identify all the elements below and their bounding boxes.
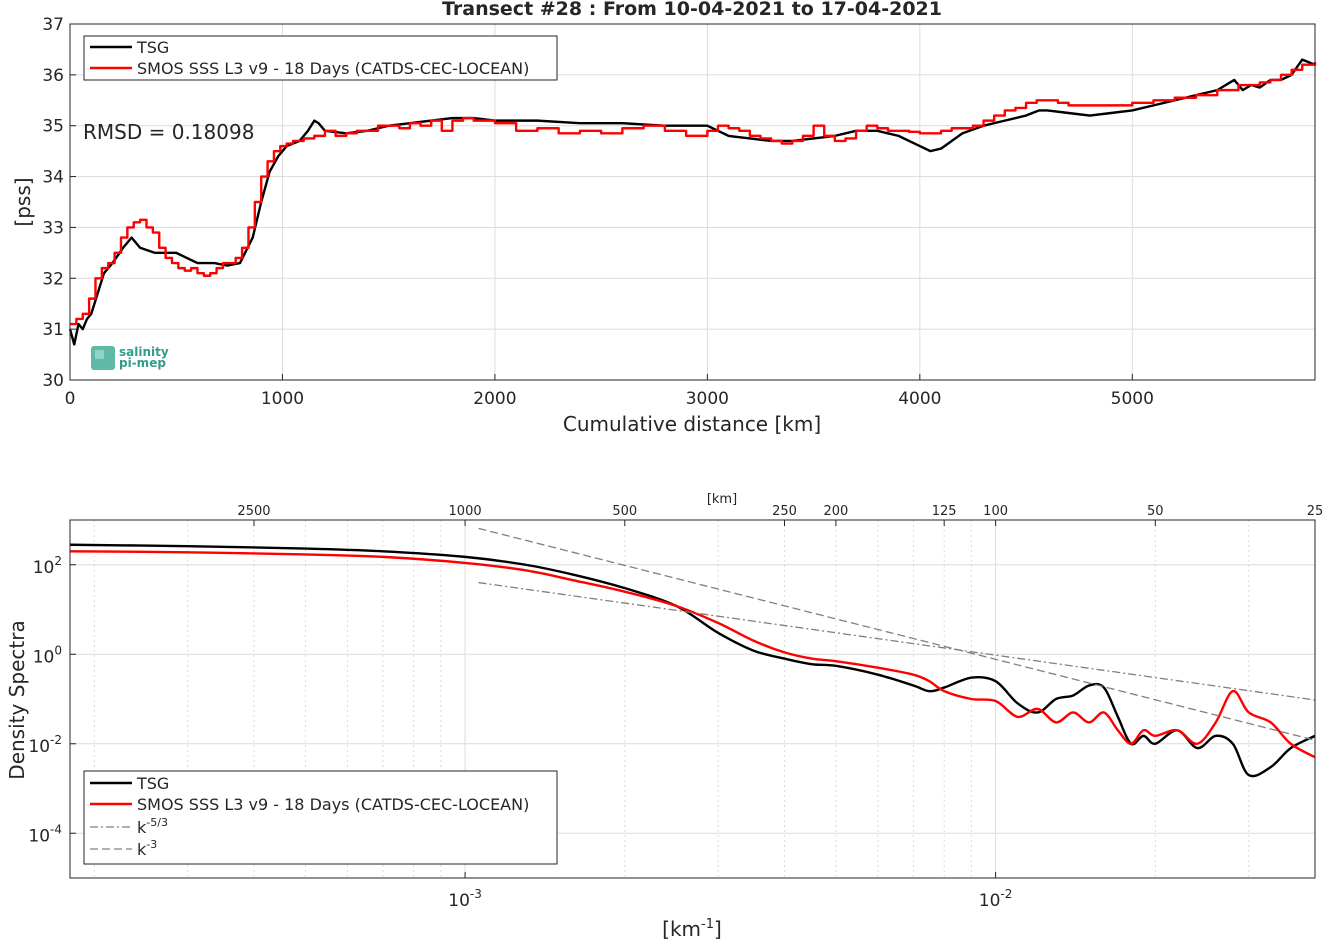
bottom-top-tick-label: 200 <box>823 504 848 519</box>
bottom-top-tick-label: 1000 <box>449 504 482 519</box>
top-y-tick-label: 33 <box>42 218 64 238</box>
top-legend: TSG SMOS SSS L3 v9 - 18 Days (CATDS-CEC-… <box>83 35 558 81</box>
top-plot-area <box>70 24 1315 380</box>
bottom-y-tick-label: 10-2 <box>28 733 62 757</box>
top-x-tick-label: 5000 <box>1111 389 1154 409</box>
bottom-legend: TSG SMOS SSS L3 v9 - 18 Days (CATDS-CEC-… <box>83 770 558 865</box>
bottom-top-axis-label: [km] <box>707 492 737 507</box>
top-plot-frame <box>69 23 1316 381</box>
logo-icon-facet <box>95 350 104 359</box>
top-legend-smos-label: SMOS SSS L3 v9 - 18 Days (CATDS-CEC-LOCE… <box>137 59 529 78</box>
bottom-plot-frame <box>69 519 1316 879</box>
top-x-tick-label: 0 <box>65 389 76 409</box>
top-y-axis-label: [pss] <box>11 177 35 226</box>
logo-text-salinity: salinity <box>119 345 169 359</box>
bottom-top-km-ticks: 2500 1000 500 250 200 125 100 50 25 <box>237 504 1323 526</box>
top-y-tick-label: 31 <box>42 320 64 340</box>
top-series-line-tsg <box>68 58 1316 346</box>
bottom-series <box>69 527 1316 778</box>
top-legend-box <box>83 35 558 81</box>
bottom-y-tick-label: 102 <box>33 554 62 578</box>
bottom-legend-tsg-label: TSG <box>136 774 169 793</box>
bottom-y-axis-label: Density Spectra <box>5 620 29 779</box>
top-y-tick-label: 35 <box>42 117 64 137</box>
top-x-tick-label: 4000 <box>898 389 941 409</box>
top-y-ticks: 30 31 32 33 34 35 36 37 <box>42 15 76 391</box>
top-y-tick-label: 32 <box>42 269 64 289</box>
bottom-x-tick-label: 10-3 <box>448 887 482 911</box>
bottom-top-tick-label: 25 <box>1307 504 1323 519</box>
bottom-chart: 10-3 10-2 10-4 10-2 100 102 2500 1000 500 250 20… <box>5 492 1323 941</box>
top-x-tick-label: 1000 <box>261 389 304 409</box>
top-y-tick-label: 37 <box>42 15 64 35</box>
bottom-top-tick-label: 100 <box>983 504 1008 519</box>
top-y-tick-label: 30 <box>42 371 64 391</box>
top-series <box>68 58 1317 346</box>
bottom-top-tick-label: 50 <box>1147 504 1164 519</box>
top-legend-tsg-label: TSG <box>136 38 169 57</box>
salinity-pimep-logo: salinity pi-mep <box>91 345 169 370</box>
bottom-x-tick-label: 10-2 <box>979 887 1013 911</box>
top-y-tick-label: 34 <box>42 168 64 188</box>
bottom-legend-smos-label: SMOS SSS L3 v9 - 18 Days (CATDS-CEC-LOCE… <box>137 795 529 814</box>
bottom-top-tick-label: 2500 <box>237 504 270 519</box>
top-x-tick-label: 3000 <box>686 389 729 409</box>
bottom-y-ticks: 10-4 10-2 100 102 <box>28 554 76 846</box>
top-series-line-smos <box>70 62 1317 326</box>
bottom-y-tick-label: 100 <box>33 643 62 667</box>
top-chart-title: Transect #28 : From 10-04-2021 to 17-04-… <box>442 0 942 20</box>
rmsd-annotation: RMSD = 0.18098 <box>83 120 254 144</box>
bottom-top-tick-label: 125 <box>932 504 957 519</box>
logo-text-pimep: pi-mep <box>119 356 166 370</box>
top-x-ticks: 0 1000 2000 3000 4000 5000 <box>65 374 1154 409</box>
bottom-series-line-tsg <box>69 543 1316 778</box>
bottom-top-tick-label: 500 <box>612 504 637 519</box>
bottom-x-axis-label: [km-1] <box>662 917 722 941</box>
bottom-legend-box <box>83 770 558 865</box>
top-x-axis-label: Cumulative distance [km] <box>563 412 821 436</box>
bottom-y-tick-label: 10-4 <box>28 822 62 846</box>
bottom-series-line-k53 <box>478 581 1316 701</box>
top-chart: Transect #28 : From 10-04-2021 to 17-04-… <box>11 0 1317 436</box>
bottom-top-tick-label: 250 <box>772 504 797 519</box>
top-y-tick-label: 36 <box>42 66 64 86</box>
bottom-x-ticks: 10-3 10-2 <box>448 872 1012 911</box>
top-x-tick-label: 2000 <box>473 389 516 409</box>
bottom-series-line-smos <box>69 550 1316 759</box>
